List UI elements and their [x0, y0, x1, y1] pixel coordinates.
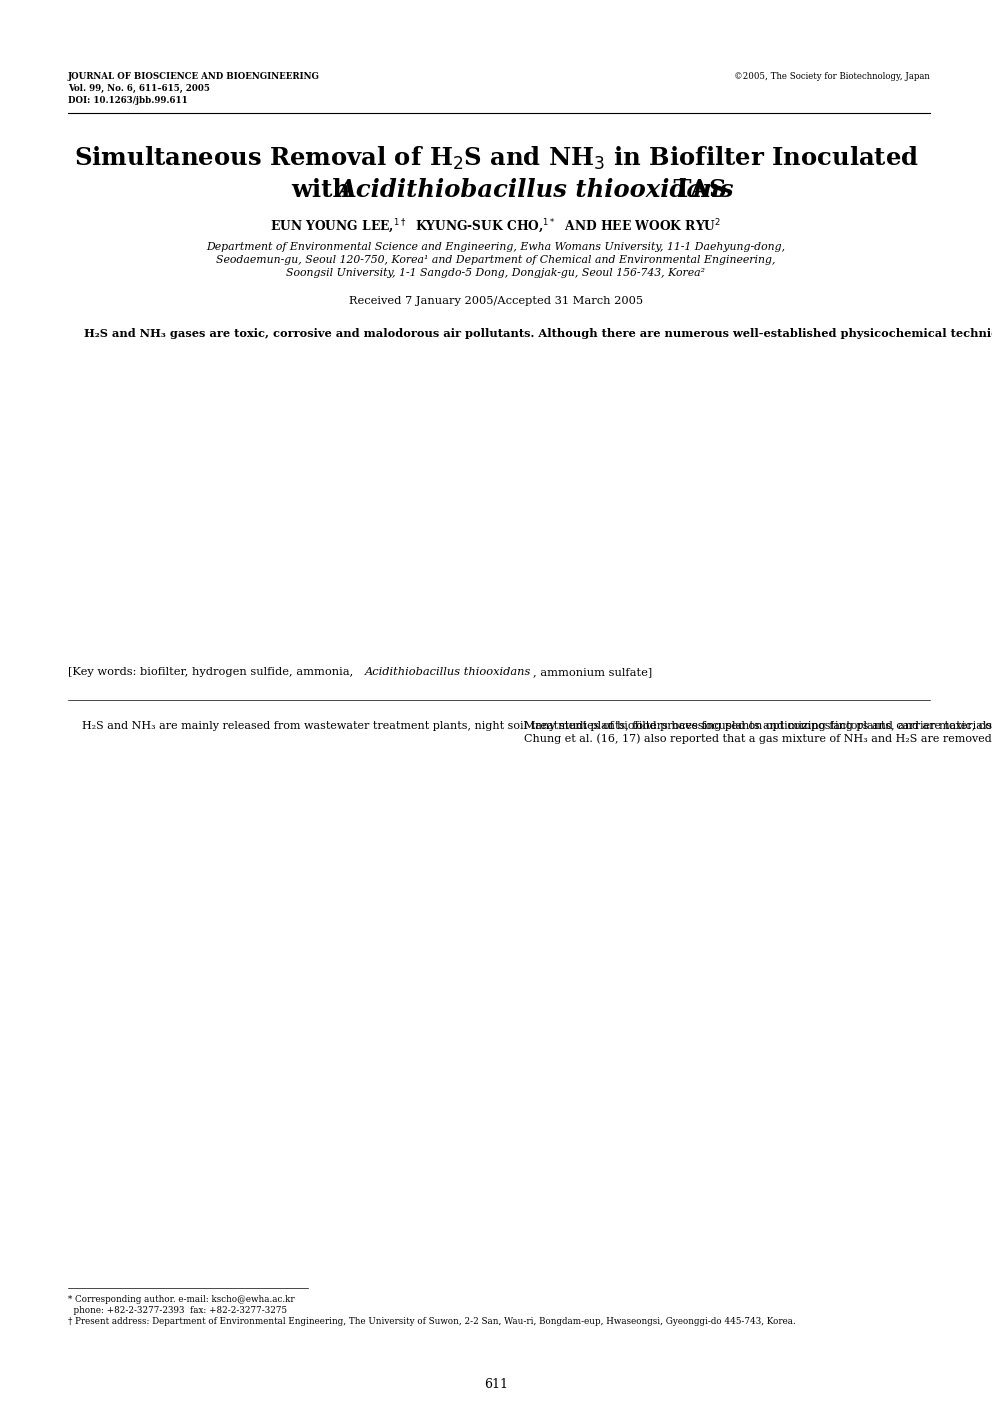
- Text: Many studies of biofilters have focused on optimizing factors and carrier materi: Many studies of biofilters have focused …: [510, 720, 992, 744]
- Text: phone: +82-2-3277-2393  fax: +82-2-3277-3275: phone: +82-2-3277-2393 fax: +82-2-3277-3…: [68, 1306, 287, 1315]
- Text: Soongsil University, 1-1 Sangdo-5 Dong, Dongjak-gu, Seoul 156-743, Korea²: Soongsil University, 1-1 Sangdo-5 Dong, …: [287, 268, 705, 278]
- Text: Simultaneous Removal of H$_2$S and NH$_3$ in Biofilter Inoculated: Simultaneous Removal of H$_2$S and NH$_3…: [73, 145, 919, 173]
- Text: Seodaemun-gu, Seoul 120-750, Korea¹ and Department of Chemical and Environmental: Seodaemun-gu, Seoul 120-750, Korea¹ and …: [216, 255, 776, 265]
- Text: DOI: 10.1263/jbb.99.611: DOI: 10.1263/jbb.99.611: [68, 95, 187, 105]
- Text: TAS: TAS: [665, 178, 726, 202]
- Text: Received 7 January 2005/Accepted 31 March 2005: Received 7 January 2005/Accepted 31 Marc…: [349, 296, 643, 306]
- Text: ©2005, The Society for Biotechnology, Japan: ©2005, The Society for Biotechnology, Ja…: [734, 72, 930, 81]
- Text: JOURNAL OF BIOSCIENCE AND BIOENGINEERING: JOURNAL OF BIOSCIENCE AND BIOENGINEERING: [68, 72, 319, 81]
- Text: 611: 611: [484, 1378, 508, 1390]
- Text: with: with: [291, 178, 358, 202]
- Text: EUN YOUNG LEE,$^{1\dagger}$  KYUNG-SUK CHO,$^{1*}$  AND HEE WOOK RYU$^2$: EUN YOUNG LEE,$^{1\dagger}$ KYUNG-SUK CH…: [271, 217, 721, 236]
- Text: Vol. 99, No. 6, 611–615, 2005: Vol. 99, No. 6, 611–615, 2005: [68, 84, 210, 93]
- Text: * Corresponding author. e-mail: kscho@ewha.ac.kr: * Corresponding author. e-mail: kscho@ew…: [68, 1295, 295, 1303]
- Text: [Key words: biofilter, hydrogen sulfide, ammonia,: [Key words: biofilter, hydrogen sulfide,…: [68, 666, 357, 678]
- Text: Acidithiobacillus thiooxidans: Acidithiobacillus thiooxidans: [365, 666, 532, 678]
- Text: Department of Environmental Science and Engineering, Ewha Womans University, 11-: Department of Environmental Science and …: [206, 241, 786, 253]
- Text: † Present address: Department of Environmental Engineering, The University of Su: † Present address: Department of Environ…: [68, 1317, 796, 1326]
- Text: Acidithiobacillus thiooxidans: Acidithiobacillus thiooxidans: [338, 178, 734, 202]
- Text: H₂S and NH₃ gases are toxic, corrosive and malodorous air pollutants. Although t: H₂S and NH₃ gases are toxic, corrosive a…: [68, 328, 992, 340]
- Text: H₂S and NH₃ are mainly released from wastewater treatment plants, night soil tre: H₂S and NH₃ are mainly released from was…: [68, 720, 992, 731]
- Text: , ammonium sulfate]: , ammonium sulfate]: [533, 666, 653, 678]
